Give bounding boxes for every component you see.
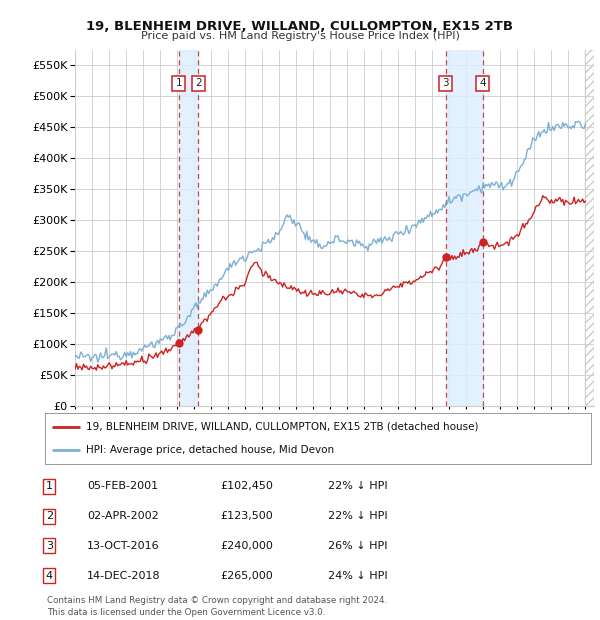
Text: 4: 4 [479,79,486,89]
Text: 13-OCT-2016: 13-OCT-2016 [87,541,160,551]
Text: 26% ↓ HPI: 26% ↓ HPI [328,541,388,551]
Text: 24% ↓ HPI: 24% ↓ HPI [328,570,388,580]
Text: 19, BLENHEIM DRIVE, WILLAND, CULLOMPTON, EX15 2TB: 19, BLENHEIM DRIVE, WILLAND, CULLOMPTON,… [86,20,514,33]
Text: 22% ↓ HPI: 22% ↓ HPI [328,481,388,491]
Text: 4: 4 [46,570,53,580]
Text: £240,000: £240,000 [220,541,273,551]
Text: 19, BLENHEIM DRIVE, WILLAND, CULLOMPTON, EX15 2TB (detached house): 19, BLENHEIM DRIVE, WILLAND, CULLOMPTON,… [86,422,478,432]
Text: 22% ↓ HPI: 22% ↓ HPI [328,511,388,521]
Bar [179,50,199,406]
Text: 1: 1 [175,79,182,89]
Bar [446,50,482,406]
Text: 05-FEB-2001: 05-FEB-2001 [87,481,158,491]
Text: 02-APR-2002: 02-APR-2002 [87,511,159,521]
Text: 1: 1 [46,481,53,491]
Text: 3: 3 [46,541,53,551]
Text: 3: 3 [442,79,449,89]
Text: £123,500: £123,500 [220,511,273,521]
Text: Price paid vs. HM Land Registry's House Price Index (HPI): Price paid vs. HM Land Registry's House … [140,31,460,41]
Text: Contains HM Land Registry data © Crown copyright and database right 2024.
This d: Contains HM Land Registry data © Crown c… [47,596,387,617]
Text: £265,000: £265,000 [220,570,273,580]
Text: HPI: Average price, detached house, Mid Devon: HPI: Average price, detached house, Mid … [86,445,334,455]
Text: 2: 2 [195,79,202,89]
Text: £102,450: £102,450 [220,481,273,491]
Text: 14-DEC-2018: 14-DEC-2018 [87,570,161,580]
Text: 2: 2 [46,511,53,521]
